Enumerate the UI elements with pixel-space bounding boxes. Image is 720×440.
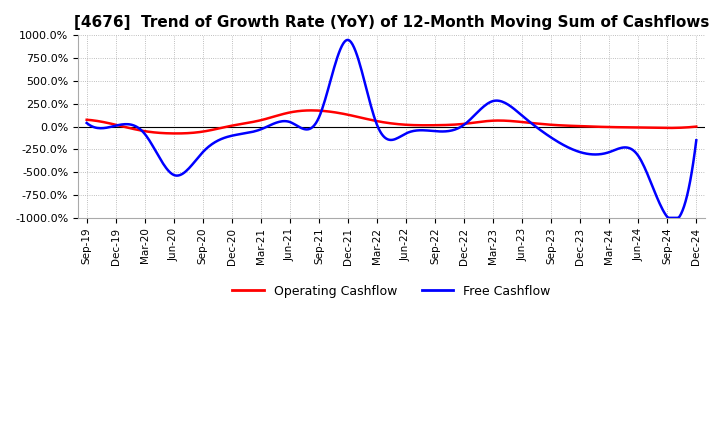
Title: [4676]  Trend of Growth Rate (YoY) of 12-Month Moving Sum of Cashflows: [4676] Trend of Growth Rate (YoY) of 12-…: [73, 15, 709, 30]
Free Cashflow: [281, 118, 289, 124]
Free Cashflow: [324, 87, 333, 92]
Operating Cashflow: [173, 131, 181, 136]
Operating Cashflow: [469, 120, 477, 125]
Free Cashflow: [524, 118, 533, 123]
Operating Cashflow: [282, 110, 291, 116]
Operating Cashflow: [528, 121, 537, 126]
Free Cashflow: [343, 37, 352, 43]
Operating Cashflow: [327, 109, 336, 114]
Free Cashflow: [665, 215, 673, 220]
Operating Cashflow: [156, 130, 164, 136]
Free Cashflow: [82, 120, 91, 125]
Operating Cashflow: [307, 108, 315, 113]
Free Cashflow: [156, 156, 164, 161]
Line: Free Cashflow: Free Cashflow: [86, 40, 696, 218]
Legend: Operating Cashflow, Free Cashflow: Operating Cashflow, Free Cashflow: [228, 280, 556, 303]
Operating Cashflow: [692, 124, 701, 129]
Free Cashflow: [692, 138, 701, 143]
Operating Cashflow: [526, 120, 534, 125]
Free Cashflow: [527, 121, 536, 126]
Free Cashflow: [467, 115, 476, 121]
Operating Cashflow: [82, 117, 91, 122]
Line: Operating Cashflow: Operating Cashflow: [86, 110, 696, 133]
